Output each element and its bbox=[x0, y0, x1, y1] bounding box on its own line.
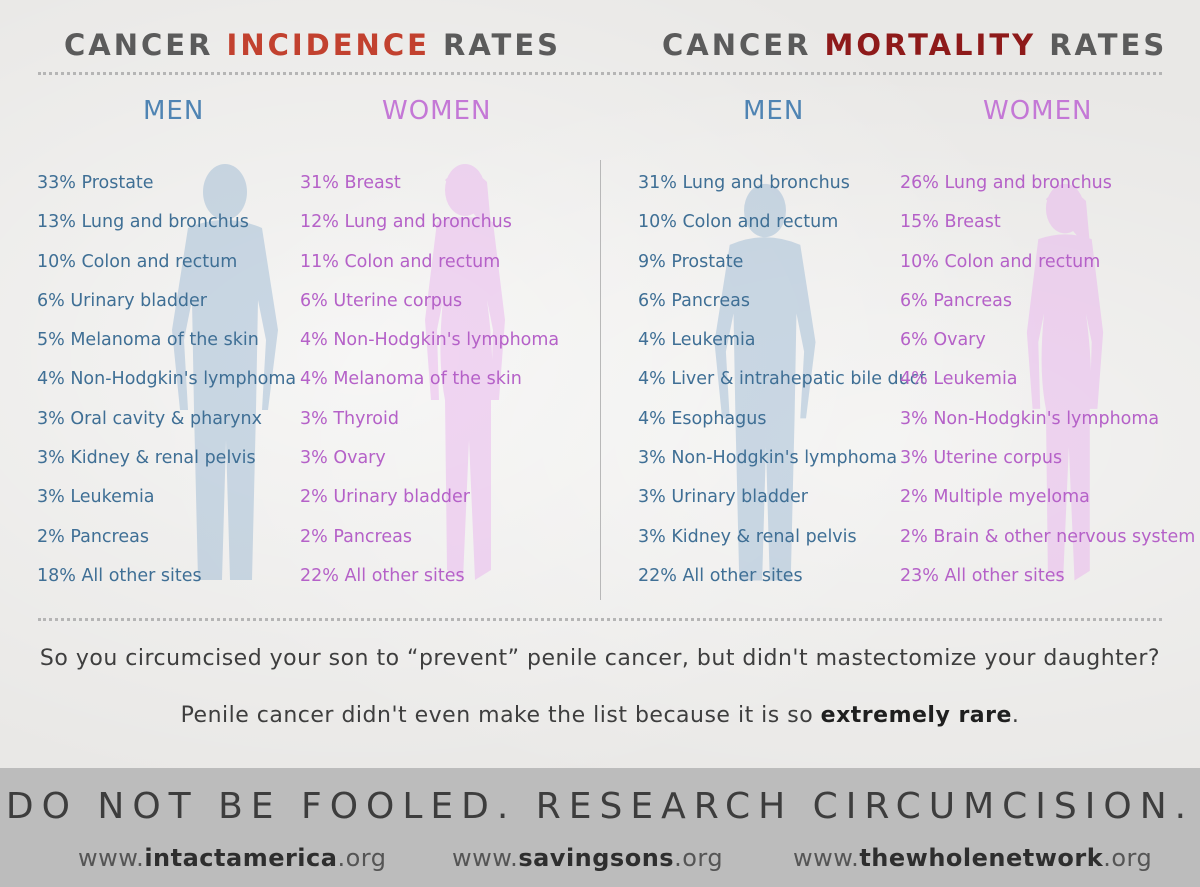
list-item: 4% Non-Hodgkin's lymphoma bbox=[37, 369, 297, 390]
mortality-women-label: WOMEN bbox=[983, 96, 1093, 126]
link-tld: .org bbox=[337, 844, 387, 872]
man-silhouette-mortality-icon bbox=[714, 183, 816, 581]
woman-silhouette-mortality-icon bbox=[1026, 183, 1104, 581]
list-item: 3% Urinary bladder bbox=[638, 487, 808, 508]
link-tld: .org bbox=[1103, 844, 1153, 872]
incidence-women-list: 31% Breast 12% Lung and bronchus 11% Col… bbox=[300, 170, 559, 602]
list-item: 3% Uterine corpus bbox=[900, 448, 1063, 469]
list-item: 2% Pancreas bbox=[300, 526, 412, 547]
question-text: So you circumcised your son to “prevent”… bbox=[39, 646, 1161, 671]
incidence-men-list: 33% Prostate 13% Lung and bronchus 10% C… bbox=[37, 170, 296, 602]
list-item: 2% Brain & other nervous system bbox=[900, 526, 1196, 547]
list-item: 5% Melanoma of the skin bbox=[37, 330, 259, 351]
list-item: 4% Leukemia bbox=[900, 369, 1018, 390]
incidence-heading-post: RATES bbox=[429, 28, 562, 62]
mortality-men-label: MEN bbox=[743, 96, 805, 126]
mortality-heading: CANCER MORTALITY RATES bbox=[662, 28, 1167, 68]
list-item: 4% Leukemia bbox=[638, 330, 756, 351]
incidence-heading: CANCER INCIDENCE RATES bbox=[64, 28, 561, 68]
list-item: 6% Pancreas bbox=[900, 290, 1012, 311]
list-item: 18% All other sites bbox=[37, 565, 202, 586]
column-divider bbox=[600, 160, 601, 600]
link-prefix: www. bbox=[78, 844, 145, 872]
rare-text: Penile cancer didn't even make the list … bbox=[0, 703, 1200, 728]
list-item: 6% Pancreas bbox=[638, 290, 750, 311]
list-item: 15% Breast bbox=[900, 212, 1001, 233]
list-item: 4% Esophagus bbox=[638, 408, 767, 429]
man-silhouette-icon bbox=[172, 164, 278, 580]
list-item: 10% Colon and rectum bbox=[638, 212, 839, 233]
list-item: 10% Colon and rectum bbox=[900, 251, 1101, 272]
list-item: 12% Lung and bronchus bbox=[300, 212, 512, 233]
list-item: 3% Non-Hodgkin's lymphoma bbox=[638, 448, 898, 469]
list-item: 6% Uterine corpus bbox=[300, 290, 463, 311]
list-item: 3% Non-Hodgkin's lymphoma bbox=[900, 408, 1160, 429]
list-item: 26% Lung and bronchus bbox=[900, 173, 1112, 193]
incidence-heading-pre: CANCER bbox=[64, 28, 227, 62]
list-item: 31% Lung and bronchus bbox=[638, 173, 850, 193]
list-item: 11% Colon and rectum bbox=[300, 251, 501, 272]
rare-text-post: . bbox=[1011, 703, 1020, 728]
rare-text-pre: Penile cancer didn't even make the list … bbox=[180, 703, 821, 728]
footer-band bbox=[0, 768, 1200, 887]
list-item: 2% Pancreas bbox=[37, 526, 149, 547]
link-tld: .org bbox=[674, 844, 724, 872]
list-item: 6% Urinary bladder bbox=[37, 290, 207, 311]
list-item: 3% Kidney & renal pelvis bbox=[37, 448, 256, 469]
dotted-divider-bottom bbox=[38, 618, 1162, 621]
dotted-divider-top bbox=[38, 72, 1162, 75]
list-item: 23% All other sites bbox=[900, 565, 1065, 586]
mortality-men-list: 31% Lung and bronchus 10% Colon and rect… bbox=[638, 170, 926, 602]
list-item: 9% Prostate bbox=[638, 251, 744, 272]
list-item: 22% All other sites bbox=[638, 565, 803, 586]
rare-text-bold: extremely rare bbox=[820, 703, 1012, 728]
mortality-heading-highlight: MORTALITY bbox=[824, 28, 1037, 62]
incidence-heading-highlight: INCIDENCE bbox=[226, 28, 430, 62]
link-domain: thewholenetwork bbox=[859, 844, 1104, 872]
incidence-women-label: WOMEN bbox=[382, 96, 492, 126]
list-item: 3% Oral cavity & pharynx bbox=[37, 408, 262, 429]
list-item: 3% Thyroid bbox=[300, 408, 399, 429]
link-prefix: www. bbox=[793, 844, 860, 872]
list-item: 4% Liver & intrahepatic bile duct bbox=[638, 369, 927, 390]
list-item: 31% Breast bbox=[300, 173, 401, 193]
incidence-men-label: MEN bbox=[143, 96, 205, 126]
link-domain: savingsons bbox=[518, 844, 675, 872]
list-item: 3% Ovary bbox=[300, 448, 386, 469]
list-item: 13% Lung and bronchus bbox=[37, 212, 249, 233]
list-item: 2% Urinary bladder bbox=[300, 487, 470, 508]
mortality-women-list: 26% Lung and bronchus 15% Breast 10% Col… bbox=[900, 170, 1195, 602]
list-item: 3% Kidney & renal pelvis bbox=[638, 526, 857, 547]
link-thewholenetwork[interactable]: www.thewholenetwork.org bbox=[793, 844, 1152, 872]
mortality-heading-post: RATES bbox=[1036, 28, 1168, 62]
list-item: 4% Non-Hodgkin's lymphoma bbox=[300, 330, 560, 351]
mortality-heading-pre: CANCER bbox=[662, 28, 825, 62]
list-item: 22% All other sites bbox=[300, 565, 465, 586]
slogan: DO NOT BE FOOLED. RESEARCH CIRCUMCISION. bbox=[5, 786, 1195, 827]
link-domain: intactamerica bbox=[144, 844, 338, 872]
list-item: 10% Colon and rectum bbox=[37, 251, 238, 272]
list-item: 4% Melanoma of the skin bbox=[300, 369, 522, 390]
woman-silhouette-icon bbox=[425, 164, 505, 580]
link-savingsons[interactable]: www.savingsons.org bbox=[452, 844, 723, 872]
link-prefix: www. bbox=[452, 844, 519, 872]
list-item: 6% Ovary bbox=[900, 330, 986, 351]
list-item: 2% Multiple myeloma bbox=[900, 487, 1090, 508]
list-item: 3% Leukemia bbox=[37, 487, 155, 508]
link-intactamerica[interactable]: www.intactamerica.org bbox=[78, 844, 386, 872]
list-item: 33% Prostate bbox=[37, 173, 154, 193]
